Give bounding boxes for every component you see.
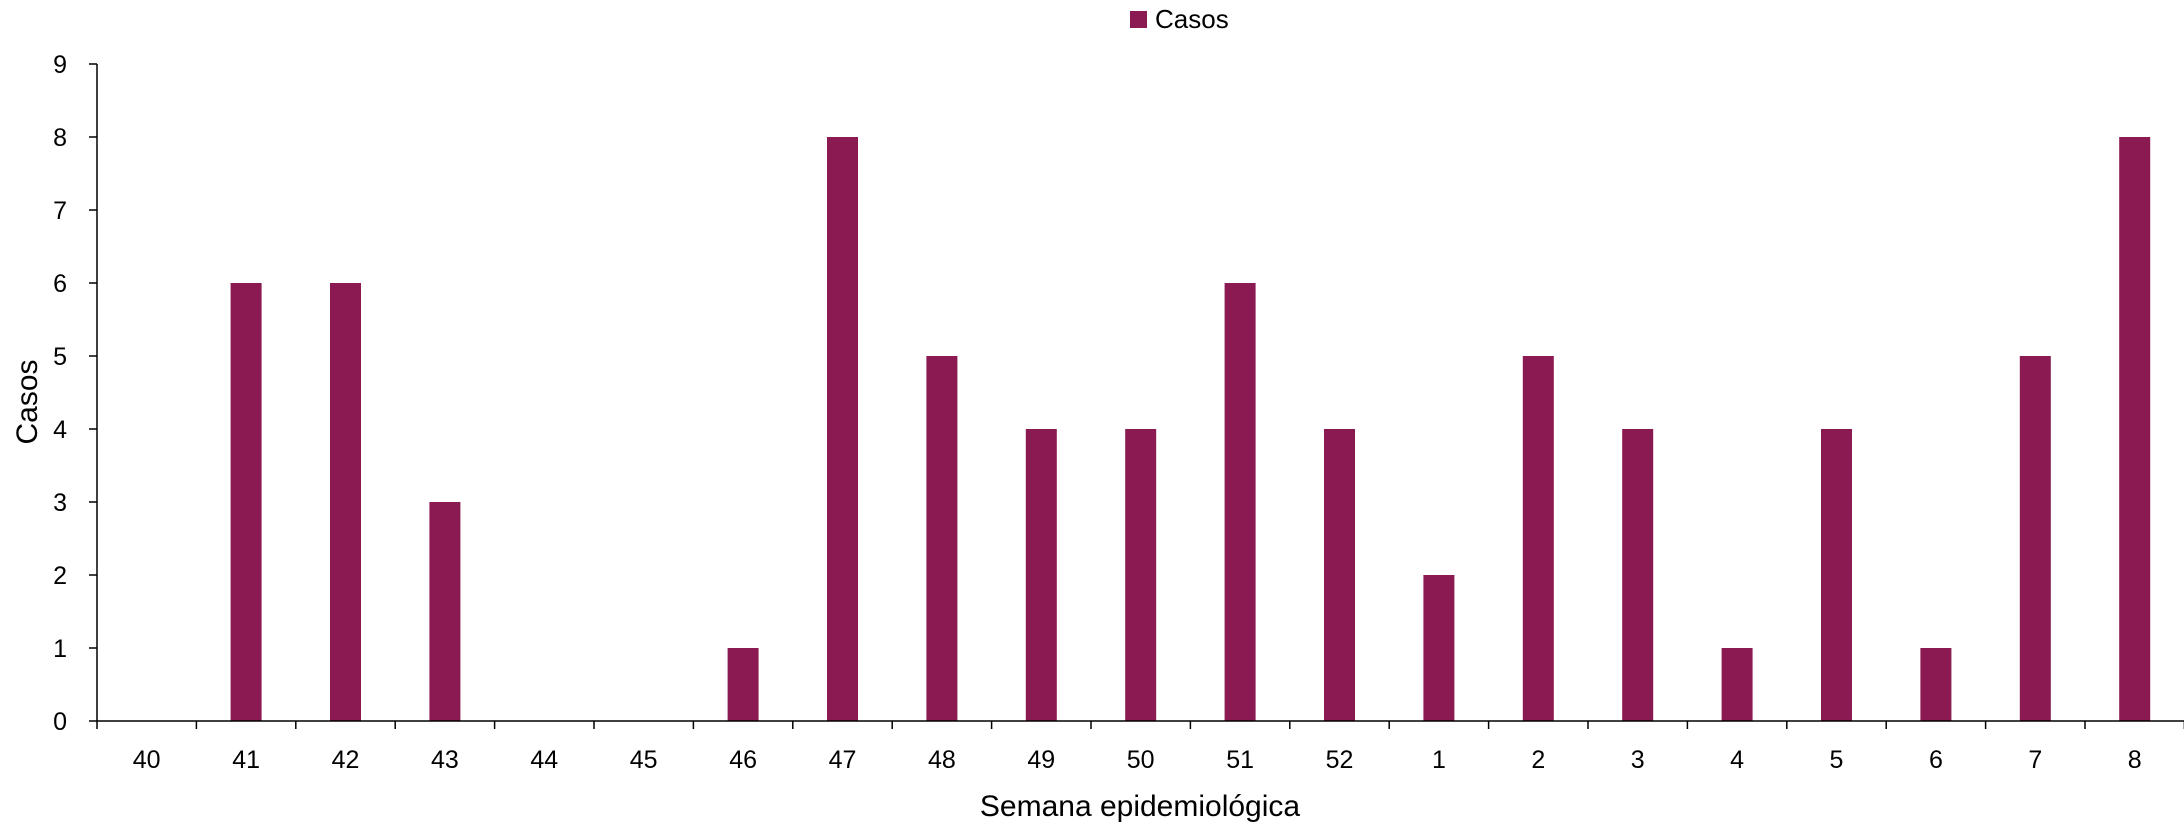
x-tick-label: 6 [1929,746,1943,774]
x-axis-label: Semana epidemiológica [980,790,1301,823]
bar [1622,429,1654,721]
bar [1522,356,1554,721]
bar [230,283,262,721]
bar [1324,429,1355,721]
y-tick-label: 3 [53,489,67,517]
bar-series [230,137,2151,721]
x-tick-label: 7 [2028,746,2042,774]
x-tick-label: 8 [2128,746,2142,774]
y-tick-label: 0 [53,708,67,736]
bar [1025,429,1057,721]
bar [1224,283,1256,721]
x-tick-label: 44 [530,746,558,774]
bar [2119,137,2151,721]
x-tick-label: 46 [729,746,757,774]
bar [1920,648,1952,721]
x-tick-label: 42 [332,746,360,774]
y-tick-label: 5 [53,343,67,371]
x-tick-label: 4 [1730,746,1744,774]
bar [1423,575,1455,721]
x-tick-label: 1 [1432,746,1446,774]
x-tick-label: 48 [928,746,956,774]
x-tick-label: 51 [1226,746,1254,774]
x-tick-label: 43 [431,746,459,774]
y-tick-label: 6 [53,270,67,298]
y-tick-label: 2 [53,562,67,590]
y-tick-label: 7 [53,197,67,225]
x-tick-label: 3 [1631,746,1645,774]
bar [1125,429,1157,721]
x-tick-label: 47 [829,746,857,774]
bar [727,648,759,721]
y-tick-label: 8 [53,124,67,152]
y-tick-label: 1 [53,635,67,663]
y-tick-label: 4 [53,416,67,444]
bar [926,356,958,721]
y-axis-ticks: 0 1 2 3 4 5 6 7 8 9 [53,51,97,736]
x-tick-label: 40 [133,746,161,774]
y-tick-label: 9 [53,51,67,79]
bar [330,283,361,721]
x-axis-ticks: 40 41 42 43 44 45 46 47 48 49 50 51 52 1 2 3 4 5 6 7 8 [96,721,2184,774]
bar [1721,648,1753,721]
x-tick-label: 52 [1326,746,1354,774]
legend-swatch [1130,11,1147,28]
x-tick-label: 49 [1027,746,1055,774]
x-tick-label: 2 [1531,746,1545,774]
y-axis-label: Casos [11,359,44,444]
bar [827,137,858,721]
x-tick-label: 50 [1127,746,1155,774]
bar [429,502,461,721]
x-tick-label: 41 [232,746,260,774]
bar [2019,356,2051,721]
legend-label: Casos [1155,4,1229,34]
legend: Casos [1130,4,1229,34]
bar [1821,429,1852,721]
x-tick-label: 5 [1830,746,1844,774]
x-tick-label: 45 [630,746,658,774]
